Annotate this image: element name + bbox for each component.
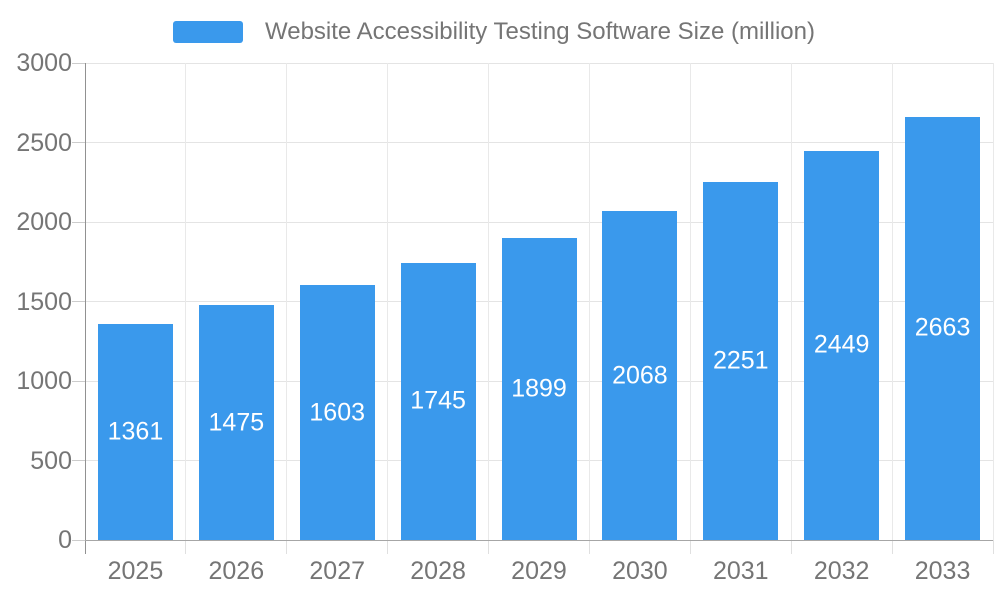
- vertical-gridline: [689, 63, 691, 540]
- y-axis-tick-label: 2000: [16, 208, 72, 236]
- y-axis-tick-mark: [72, 62, 85, 64]
- y-axis-tick-mark: [72, 221, 85, 223]
- y-axis-tick-label: 500: [30, 446, 72, 475]
- vertical-gridline: [992, 63, 994, 540]
- bar-value-label: 1361: [107, 417, 164, 446]
- y-axis-tick-mark: [72, 301, 85, 302]
- x-axis-tick-mark: [891, 540, 893, 554]
- bar-2029[interactable]: 1899: [501, 238, 577, 540]
- bar-2030[interactable]: 2068: [602, 211, 678, 540]
- x-axis-tick-mark: [588, 540, 590, 554]
- horizontal-gridline: [85, 62, 993, 64]
- vertical-gridline: [588, 63, 590, 540]
- x-axis-tick-label: 2033: [914, 557, 971, 585]
- x-axis-tick-label: 2028: [410, 557, 466, 585]
- x-axis-tick-mark: [689, 540, 691, 554]
- x-axis-tick-label: 2030: [612, 557, 668, 585]
- bar-value-label: 1603: [309, 398, 366, 427]
- bar-2032[interactable]: 2449: [804, 150, 880, 540]
- y-axis-tick-mark: [72, 539, 85, 541]
- bar-value-label: 2068: [612, 361, 668, 390]
- x-axis-tick-mark: [387, 540, 389, 554]
- bar-value-label: 1899: [511, 374, 567, 403]
- bar-value-label: 2251: [712, 346, 769, 375]
- y-axis-tick-label: 3000: [16, 49, 72, 77]
- y-axis-tick-mark: [72, 460, 85, 461]
- horizontal-gridline: [85, 221, 993, 223]
- x-axis-tick-mark: [992, 540, 994, 554]
- plot-area: 1361 1475 1603 1745 1899 2068 2251 2449 2663: [85, 62, 994, 540]
- y-axis-tick-label: 1000: [16, 367, 72, 395]
- y-axis-tick-mark: [72, 380, 85, 382]
- y-axis-tick-mark: [72, 142, 85, 143]
- vertical-gridline: [286, 63, 288, 540]
- x-axis-tick-label: 2032: [813, 557, 870, 585]
- x-axis-tick-mark: [488, 540, 490, 554]
- x-axis-tick-label: 2029: [511, 557, 567, 585]
- vertical-gridline: [891, 63, 893, 540]
- x-axis-tick-mark: [185, 540, 187, 554]
- x-axis-tick-mark: [790, 540, 792, 554]
- bar-value-label: 1745: [410, 386, 466, 415]
- bar-2028[interactable]: 1745: [400, 262, 476, 540]
- legend-swatch: [173, 21, 243, 43]
- y-axis-tick-label: 2500: [16, 128, 72, 157]
- y-axis-tick-label: 0: [58, 526, 72, 554]
- legend-label: Website Accessibility Testing Software S…: [265, 18, 815, 45]
- x-axis-tick-label: 2026: [208, 557, 265, 585]
- vertical-gridline: [790, 63, 792, 540]
- y-axis-line: [85, 63, 86, 554]
- x-axis-tick-label: 2031: [712, 557, 769, 585]
- bar-2025[interactable]: 1361: [97, 323, 173, 540]
- x-axis-tick-mark: [286, 540, 288, 554]
- x-axis-tick-label: 2027: [309, 557, 366, 585]
- bar-2026[interactable]: 1475: [198, 305, 274, 540]
- bar-2027[interactable]: 1603: [299, 285, 375, 540]
- vertical-gridline: [387, 63, 389, 540]
- legend-item[interactable]: Website Accessibility Testing Software S…: [173, 19, 815, 45]
- vertical-gridline: [185, 63, 187, 540]
- x-axis-tick-label: 2025: [107, 557, 164, 585]
- bar-2033[interactable]: 2663: [905, 116, 981, 540]
- bar-value-label: 2449: [813, 330, 870, 359]
- bar-2031[interactable]: 2251: [703, 182, 779, 540]
- bar-value-label: 2663: [914, 313, 971, 342]
- x-axis-line: [85, 540, 993, 541]
- bar-value-label: 1475: [208, 408, 265, 437]
- horizontal-gridline: [85, 142, 993, 143]
- y-axis-tick-label: 1500: [16, 287, 72, 316]
- vertical-gridline: [488, 63, 490, 540]
